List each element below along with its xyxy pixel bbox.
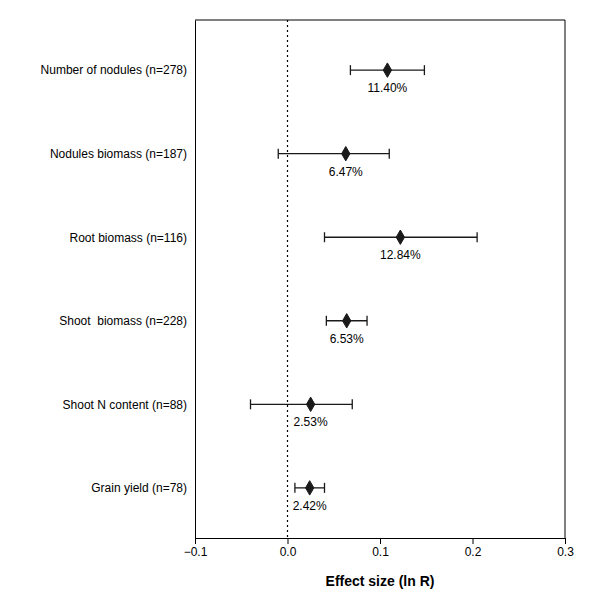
tick: 0.2 [465,538,482,559]
annotation: 11.40% [367,81,407,95]
tick-label: 0.2 [465,545,482,559]
annotation: 6.47% [329,165,363,179]
reference-line [287,20,288,538]
error-cap [324,483,325,493]
tick: Number of nodules (n=278) [41,63,187,77]
tick: −0.1 [184,538,208,559]
tick-mark [380,538,381,544]
tick-label: 0.0 [280,545,297,559]
tick-label: Root biomass (n=116) [69,231,187,245]
error-cap [389,149,390,159]
annotation: 6.53% [330,332,364,346]
error-point [350,63,424,77]
tick: 0.1 [372,538,389,559]
error-cap [424,65,425,75]
annotation: 12.84% [380,248,421,262]
tick-label: Number of nodules (n=278) [41,63,187,77]
error-cap [294,483,295,493]
plot: −0.1 0.0 0.1 0.2 0.3 Number of nodules (n=278… [41,20,575,559]
tick-mark [195,538,196,544]
tick: Grain yield (n=78) [91,481,187,495]
axis-line [196,539,566,545]
error-cap [352,399,353,409]
tick-label: Nodules biomass (n=187) [50,147,187,161]
error-point [325,230,478,244]
error-point [295,481,325,495]
error-cap [250,399,251,409]
point [306,481,314,495]
annotation: 2.53% [294,415,328,429]
tick: Root biomass (n=116) [69,231,187,245]
tick-label: Shoot biomass (n=228) [59,314,187,328]
tick: Nodules biomass (n=187) [50,147,187,161]
error-point [326,314,367,328]
axis-title: Effect size (ln R) [326,573,435,589]
error-cap [350,65,351,75]
error-cap [326,316,327,326]
marks [251,20,478,538]
error-bar [251,404,353,405]
x-axis: −0.1 0.0 0.1 0.2 0.3 [184,538,575,559]
tick-label: −0.1 [184,545,208,559]
error-cap [278,149,279,159]
error-cap [324,232,325,242]
tick: Shoot N content (n=88) [63,398,187,412]
tick-mark [565,538,566,544]
error-point [251,397,353,411]
axis-line [195,21,196,539]
point [383,63,391,77]
tick: 0.3 [557,538,574,559]
annotations: 11.40% 6.47% 12.84% 6.53% 2.53% 2.42% [293,81,421,513]
tick: 0.0 [280,538,297,559]
tick-label: 0.1 [372,545,389,559]
y-axis: Number of nodules (n=278) Nodules biomass… [41,21,196,539]
annotation: 2.42% [293,499,327,513]
frame [565,20,566,538]
frame [195,20,565,21]
error-cap [366,316,367,326]
tick-label: Grain yield (n=78) [91,481,187,495]
point [306,397,314,411]
tick: Shoot biomass (n=228) [59,314,187,328]
point [396,230,404,244]
point [343,314,351,328]
error-point [278,146,389,160]
error-bar [278,153,389,154]
error-cap [476,232,477,242]
chart: −0.1 0.0 0.1 0.2 0.3 Number of nodules (n=278… [0,0,590,600]
tick-mark [288,538,289,544]
point [342,146,350,160]
tick-label: 0.3 [557,545,574,559]
tick-label: Shoot N content (n=88) [63,398,187,412]
tick-mark [473,538,474,544]
